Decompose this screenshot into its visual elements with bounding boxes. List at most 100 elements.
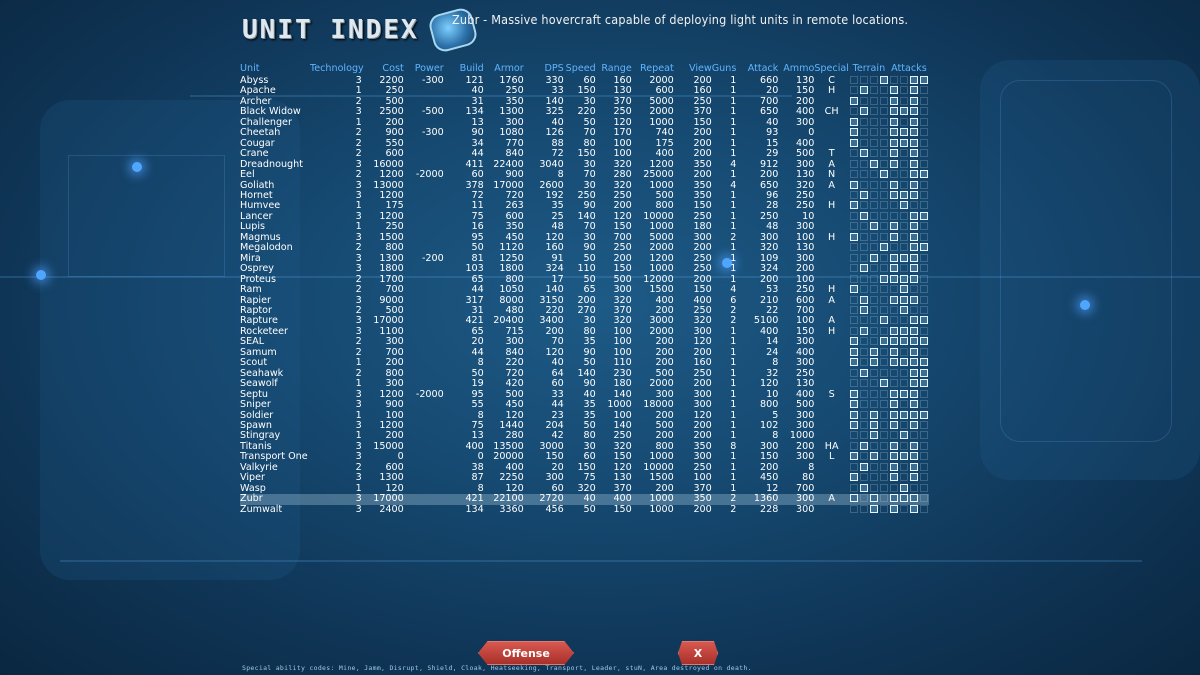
cell-armor: 770 — [505, 137, 524, 149]
cell-tech: 3 — [355, 263, 362, 275]
unit-row[interactable]: Black Widow 3 2500 -500 134 1300 325 220 250 2000… — [240, 106, 929, 118]
unit-row[interactable]: Zubr 3 17000 421 22100 2720 40 400 1000 350 2 1360 3… — [240, 493, 929, 505]
terrain-slot-icon — [859, 441, 868, 450]
cell-tech: 2 — [355, 148, 362, 160]
unit-row[interactable]: Mira 3 1300 -200 81 1250 91 50 200 1200 250 1 109 300 — [240, 252, 929, 264]
attacks-icons — [889, 337, 929, 347]
unit-row[interactable]: Soldier 1 100 8 120 23 35 100 200 120 1 5 300 — [240, 409, 929, 421]
column-header-attacks: Attacks — [891, 62, 927, 74]
offense-button[interactable]: Offense — [478, 641, 574, 665]
unit-row[interactable]: Cougar 2 550 34 770 88 80 100 175 200 1 15 400 — [240, 137, 929, 149]
attacks-slot-icon — [899, 86, 908, 95]
unit-row[interactable]: Humvee 1 175 11 263 35 90 200 800 150 1 28 250 H — [240, 200, 929, 212]
terrain-slot-icon — [879, 368, 888, 377]
cell-attack: 28 — [766, 200, 779, 212]
attacks-icons — [889, 316, 929, 326]
unit-row[interactable]: Spawn 3 1200 75 1440 204 50 140 500 200 1 102 300 — [240, 420, 929, 431]
terrain-slot-icon — [859, 305, 868, 314]
cell-speed: 35 — [583, 399, 596, 411]
cell-range: 320 — [613, 294, 632, 306]
cell-build: 0 — [477, 451, 484, 463]
unit-row[interactable]: Archer 2 500 31 350 140 30 370 5000 250 1 700 200 — [240, 95, 929, 107]
cell-power — [404, 452, 444, 462]
unit-row[interactable]: Zumwalt 3 2400 134 3360 456 50 150 1000 200 2 228 30… — [240, 503, 929, 515]
unit-row[interactable]: Apache 1 250 40 250 33 150 130 600 160 1 20 150 H — [240, 85, 929, 96]
cell-ammo: 320 — [796, 179, 815, 191]
cell-guns: 1 — [730, 388, 737, 400]
terrain-slot-icon — [849, 232, 858, 241]
unit-row[interactable]: Cheetah 2 900 -300 90 1080 126 70 170 740 200 1 93 0 — [240, 127, 929, 139]
unit-row[interactable]: Challenger 1 200 13 300 40 50 120 1000 150 1 40 300 — [240, 116, 929, 128]
cell-attack: 700 — [760, 95, 779, 107]
unit-row[interactable]: Hornet 3 1200 72 720 192 250 250 500 350 1 96 250 — [240, 190, 929, 201]
unit-row[interactable]: Magmus 3 1500 95 450 120 30 700 5000 300 2 300 100 H — [240, 232, 929, 243]
unit-row[interactable]: SEAL 2 300 20 300 70 35 100 200 120 1 14 300 — [240, 336, 929, 347]
close-button[interactable]: X — [678, 641, 718, 665]
unit-row[interactable]: Samum 2 700 44 840 120 90 100 200 200 1 24 400 — [240, 346, 929, 358]
terrain-slot-icon — [879, 96, 888, 105]
cell-cost: 800 — [385, 242, 404, 254]
unit-row[interactable]: Rapier 3 9000 317 8000 3150 200 320 400 400 6 210 60… — [240, 294, 929, 306]
cell-power — [404, 139, 444, 149]
unit-row[interactable]: Transport One 3 0 0 20000 150 60 150 1000 300 1 150… — [240, 451, 929, 463]
unit-row[interactable]: Scout 1 200 8 220 40 50 110 200 160 1 8 300 — [240, 357, 929, 369]
unit-row[interactable]: Megalodon 2 800 50 1120 160 90 250 2000 200 1 320 13… — [240, 242, 929, 254]
cell-guns: 1 — [730, 430, 737, 442]
unit-row[interactable]: Rocketeer 3 1100 65 715 200 80 100 2000 300 1 400 15… — [240, 325, 929, 337]
attacks-slot-icon — [899, 305, 908, 314]
unit-row[interactable]: Seahawk 2 800 50 720 64 140 230 500 250 1 32 250 — [240, 367, 929, 379]
unit-row[interactable]: Crane 2 600 44 840 72 150 100 400 200 1 29 500 T — [240, 148, 929, 160]
cell-armor: 450 — [505, 399, 524, 411]
cell-dps: 200 — [545, 325, 564, 337]
cell-view: 300 — [693, 388, 712, 400]
cell-guns: 1 — [730, 169, 737, 181]
cell-cost: 100 — [385, 409, 404, 421]
unit-row[interactable]: Lancer 3 1200 75 600 25 140 120 10000 250 1 250 10 — [240, 211, 929, 222]
unit-row[interactable]: Seawolf 1 300 19 420 60 90 180 2000 200 1 120 130 — [240, 378, 929, 389]
unit-row[interactable]: Rapture 3 17000 421 20400 3400 30 320 3000 320 2 51… — [240, 315, 929, 327]
cell-ammo: 130 — [796, 169, 815, 181]
cell-power — [404, 348, 444, 358]
attacks-icons — [889, 441, 929, 452]
unit-row[interactable]: Dreadnought 3 16000 411 22400 3040 30 320 1200 35… — [240, 158, 929, 170]
cell-ammo: 0 — [808, 127, 815, 139]
cell-tech: 3 — [355, 252, 362, 264]
unit-row[interactable]: Septu 3 1200 -2000 95 500 33 40 140 300 300 1 10 400 S — [240, 388, 929, 400]
cell-speed: 30 — [583, 315, 596, 327]
cell-repeat: 1000 — [649, 503, 674, 515]
unit-row[interactable]: Viper 3 1300 87 2250 300 75 130 1500 100 1 450 80 — [240, 472, 929, 484]
unit-row[interactable]: Ram 2 700 44 1050 140 65 300 1500 150 4 53 250 H — [240, 284, 929, 296]
unit-row[interactable]: Goliath 3 13000 378 17000 2600 30 320 1000 350 4 65… — [240, 179, 929, 191]
cell-view: 150 — [693, 284, 712, 296]
attacks-slot-icon — [899, 159, 908, 168]
unit-row[interactable]: Stingray 1 200 13 280 42 80 250 200 200 1 8 1000 — [240, 430, 929, 442]
cell-name: Challenger — [240, 116, 292, 128]
attacks-slot-icon — [889, 358, 898, 367]
terrain-slot-icon — [869, 326, 878, 335]
unit-row[interactable]: Raptor 2 500 31 480 220 270 370 200 250 2 22 700 — [240, 305, 929, 316]
attacks-slot-icon — [889, 170, 898, 179]
cell-ammo: 700 — [796, 482, 815, 494]
unit-row[interactable]: Osprey 3 1800 103 1800 324 110 150 1000 250 1 324 20… — [240, 263, 929, 275]
unit-row[interactable]: Proteus 2 1700 65 800 17 50 500 12000 200 1 200 100 — [240, 274, 929, 285]
unit-row[interactable]: Wasp 1 120 8 120 60 320 370 200 370 1 12 700 — [240, 482, 929, 494]
cell-armor: 220 — [505, 357, 524, 369]
terrain-icons — [849, 96, 889, 107]
unit-row[interactable]: Eel 2 1200 -2000 60 900 8 70 280 25000 200 1 200 130 N — [240, 169, 929, 181]
unit-row[interactable]: Sniper 3 900 55 450 44 35 1000 18000 300 1 800 500 — [240, 399, 929, 411]
unit-row[interactable]: Titanis 3 15000 400 13500 3000 30 320 800 350 8 300… — [240, 441, 929, 452]
attacks-slot-icon — [909, 138, 918, 147]
cell-armor: 720 — [505, 367, 524, 379]
cell-dps: 8 — [557, 169, 564, 181]
cell-attack: 912 — [760, 158, 779, 170]
cell-build: 134 — [465, 106, 484, 118]
unit-row[interactable]: Valkyrie 2 600 38 400 20 150 120 10000 250 1 200 8 — [240, 462, 929, 473]
cell-attack: 1360 — [736, 493, 779, 505]
unit-row[interactable]: Abyss 3 2200 -300 121 1760 330 60 160 2000 200 1 660… — [240, 75, 929, 86]
cell-guns: 1 — [730, 221, 737, 233]
cell-speed: 30 — [583, 158, 596, 170]
cell-attack: 450 — [760, 472, 779, 484]
cell-speed: 90 — [583, 346, 596, 358]
table-header: Unit Technology Cost Power Build Armor DPS Spee… — [240, 60, 929, 76]
unit-row[interactable]: Lupis 1 250 16 350 48 70 150 1000 180 1 48 300 — [240, 221, 929, 233]
